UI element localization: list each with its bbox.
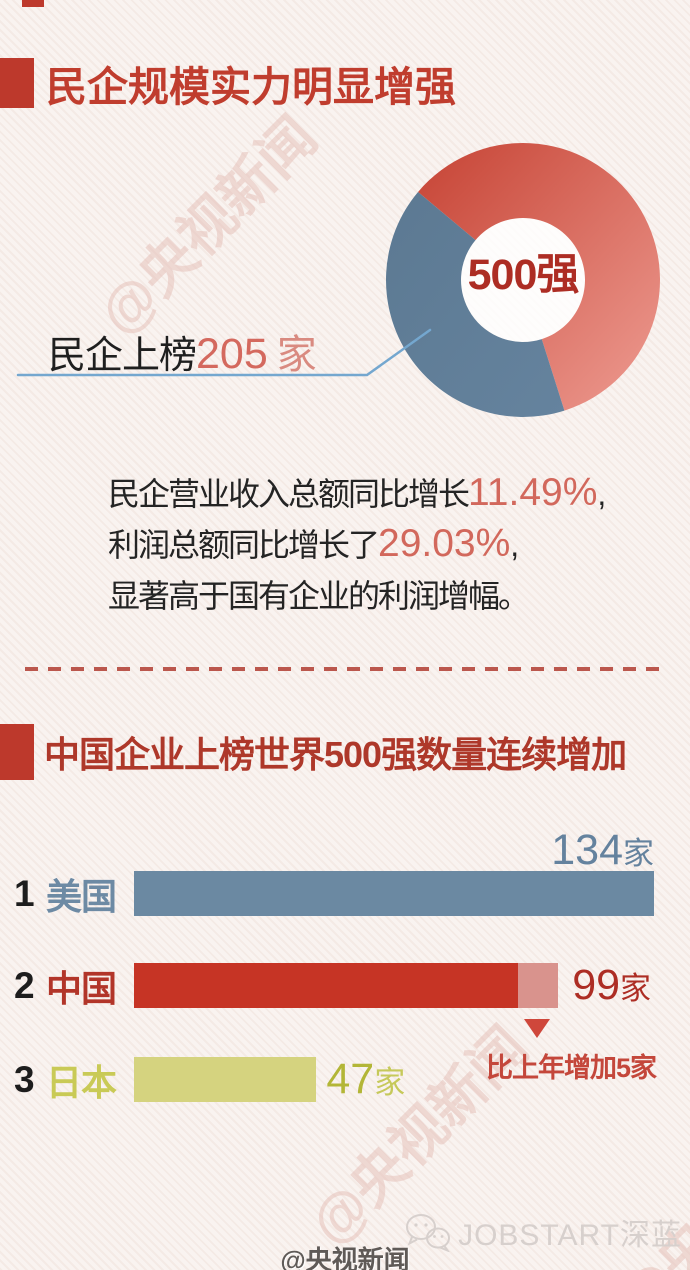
bar-row-japan: 3 日本 47家 [14,1057,405,1103]
highlight-value: 29.03% [378,522,511,565]
value-label: 134家 [551,826,654,874]
brand-credit: JOBSTART深蓝 [404,1210,682,1254]
callout-prefix: 民企上榜 [48,335,197,377]
bar-row-china: 2 中国 99家 [14,963,651,1009]
bar-wrap: 134家 [134,829,654,916]
bar-wrap: 99家 [134,963,651,1008]
value-label: 47家 [326,1055,406,1103]
country-label: 中国 [46,967,117,1009]
paragraph-text: 显著高于国有企业的利润增幅。 [108,578,530,614]
paragraph-line: 利润总额同比增长了29.03%, [108,519,604,570]
paragraph-text: , [510,527,519,563]
highlight-value: 11.49% [468,471,598,514]
rank-number: 2 [14,964,35,1006]
section1-header: 民企规模实力明显增强 [0,53,456,113]
increase-annotation: 比上年增加5家 [486,1053,657,1083]
brand-name: JOBSTART深蓝 [458,1219,682,1252]
rank-number: 3 [14,1058,35,1100]
donut-segment [418,142,660,411]
weibo-credit: @央视新闻 [280,1245,410,1270]
bar-china [134,963,519,1008]
paragraph-line: 显著高于国有企业的利润增幅。 [108,570,604,621]
callout-value: 205 [196,330,268,378]
paragraph-text: 利润总额同比增长了 [108,527,380,563]
donut-center-label: 500强 [467,251,580,299]
paragraph-text: , [597,476,606,512]
value-label: 99家 [572,961,652,1009]
header-bullet-square [0,58,34,108]
section1-title: 民企规模实力明显增强 [46,64,456,110]
rank-number: 1 [14,872,35,914]
bar-usa: 134家 [134,829,654,916]
country-label: 日本 [46,1061,117,1103]
decor-fragment [22,0,44,7]
header-bullet-square [0,724,34,780]
donut-hole [461,218,585,342]
wechat-icon [406,1214,451,1252]
country-label: 美国 [46,875,117,917]
paragraph-text: 民企营业收入总额同比增长 [108,476,470,512]
dashed-divider [25,667,665,671]
down-arrow-icon [524,1019,550,1038]
donut-chart [386,142,660,417]
donut-segment [386,191,565,417]
stats-paragraph: 民企营业收入总额同比增长11.49%, 利润总额同比增长了29.03%, 显著高… [108,468,606,621]
section2-title: 中国企业上榜世界500强数量连续增加 [44,734,627,775]
bar-row-usa: 1 美国 134家 [14,829,654,917]
section2-header: 中国企业上榜世界500强数量连续增加 [0,724,627,780]
donut-callout-label: 民企上榜205 家 [48,322,317,380]
callout-suffix: 家 [276,333,317,377]
callout-line [16,328,432,377]
bar-japan [134,1057,317,1102]
paragraph-line: 民企营业收入总额同比增长11.49%, [108,468,606,519]
bar-wrap: 47家 [134,1057,405,1102]
bar-china-increase-tip [518,963,559,1008]
